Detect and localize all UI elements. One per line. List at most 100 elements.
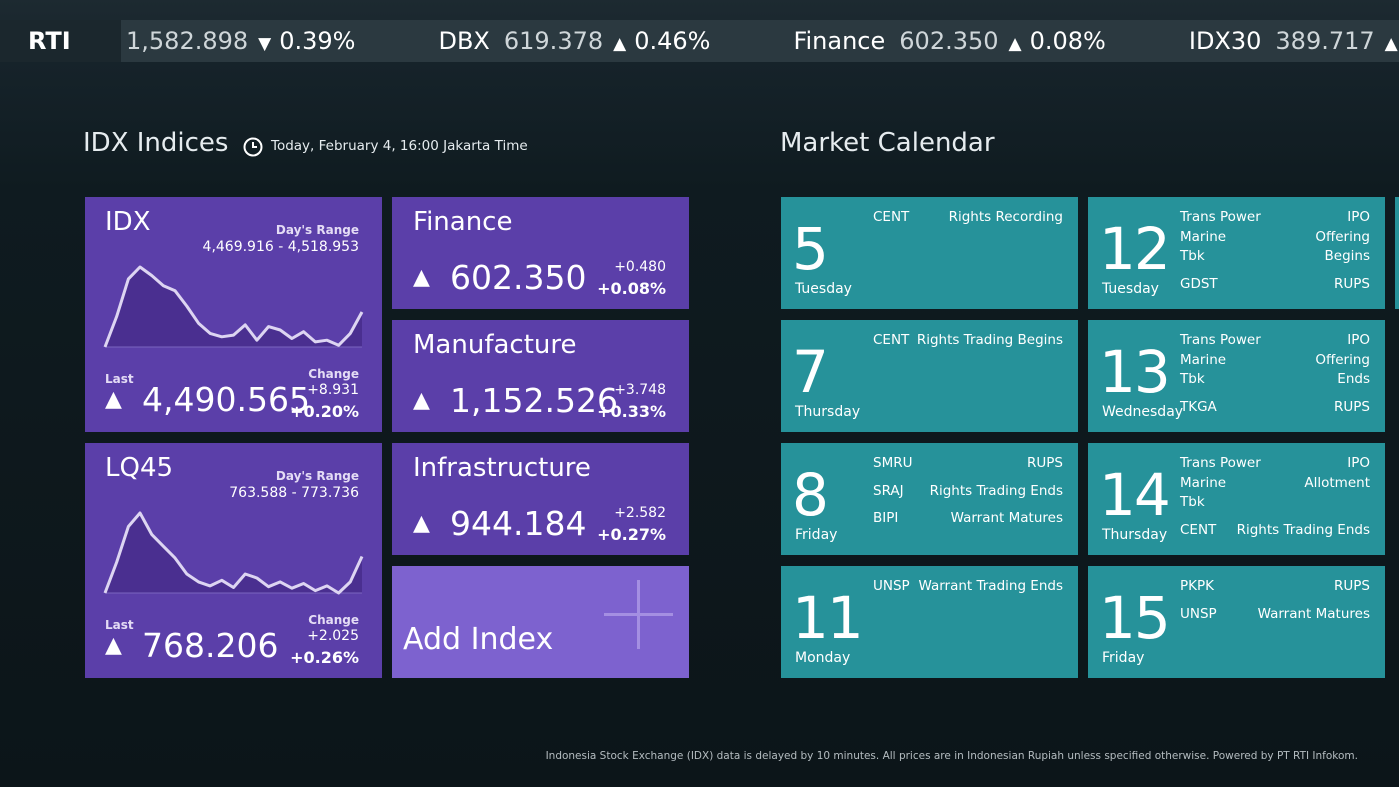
change-percent: +0.20%: [290, 402, 359, 421]
ticker-direction: ▼: [258, 34, 272, 54]
event: GDST RUPS: [1180, 275, 1370, 295]
range-label: Day's Range: [275, 469, 359, 483]
ticker-bar: RTI 1,582.898 ▼ 0.39% DBX 619.378 ▲ 0.46% Finan…: [0, 20, 1399, 62]
event-code: PKPK: [1180, 578, 1214, 594]
change-percent: +0.08%: [597, 279, 666, 298]
sparkline-area: [105, 513, 362, 593]
change-value: +0.480: [614, 259, 666, 275]
range-value: 763.588 - 773.736: [229, 485, 359, 501]
sparkline: [103, 511, 364, 595]
event-action: RUPS: [1334, 578, 1370, 594]
last-value: 768.206: [142, 626, 279, 665]
event-code: TKGA: [1180, 398, 1217, 415]
event-action: Warrant Matures: [1257, 605, 1370, 622]
weekday: Friday: [1102, 650, 1145, 666]
ticker-item[interactable]: Finance 602.350 ▲ 0.08%: [793, 20, 1105, 62]
event-code: CENT: [873, 332, 910, 348]
index-tile[interactable]: Finance ▲ 602.350 +0.480 +0.08%: [392, 197, 689, 309]
change-label: Change: [308, 613, 359, 627]
event-action: Warrant Matures: [950, 510, 1063, 526]
direction: ▲: [413, 511, 430, 536]
calendar-tile[interactable]: 13 Wednesday Trans Power Marine Tbk IPO Off…: [1088, 320, 1385, 432]
calendar-tile[interactable]: 7 Thursday CENT Rights Trading Begins: [781, 320, 1078, 432]
index-name: LQ45: [105, 453, 174, 483]
index-name: Manufacture: [413, 330, 577, 360]
ticker-item[interactable]: 1,582.898 ▼ 0.39%: [126, 20, 355, 62]
sparkline-area: [105, 267, 362, 347]
index-name: Infrastructure: [413, 453, 591, 483]
event: SRAJ Rights Trading Ends: [873, 482, 1063, 502]
last-label: Last: [105, 372, 134, 386]
ticker-name: IDX30: [1188, 27, 1262, 55]
change-value: +3.748: [614, 382, 666, 398]
index-tile[interactable]: Infrastructure ▲ 944.184 +2.582 +0.27%: [392, 443, 689, 555]
section-title: IDX Indices: [83, 128, 229, 158]
brand: RTI: [0, 20, 121, 62]
change-percent: +0.33%: [597, 402, 666, 421]
event-list: Trans Power Marine Tbk IPO Offering Begin…: [1180, 208, 1370, 294]
add-index-label: Add Index: [403, 622, 554, 657]
ticker-name: DBX: [438, 27, 490, 55]
event-code: Trans Power Marine Tbk: [1180, 455, 1261, 510]
ticker-direction: ▲: [1008, 34, 1022, 54]
event-action: IPO Allotment: [1304, 455, 1370, 491]
range-value: 4,469.916 - 4,518.953: [202, 239, 359, 255]
change-value: +2.025: [307, 628, 359, 644]
ticker-change: 0.46%: [634, 27, 711, 55]
event: UNSP Warrant Matures: [1180, 605, 1370, 625]
event-code: BIPI: [873, 510, 899, 526]
event-code: Trans Power Marine Tbk: [1180, 332, 1261, 387]
direction: ▲: [105, 387, 122, 412]
change-value: +2.582: [614, 505, 666, 521]
ticker-items: 1,582.898 ▼ 0.39% DBX 619.378 ▲ 0.46% Finance 60…: [126, 20, 1399, 62]
event-action: Rights Trading Begins: [916, 332, 1063, 348]
event: UNSP Warrant Trading Ends: [873, 577, 1063, 597]
weekday: Thursday: [795, 404, 861, 420]
weekday: Tuesday: [795, 281, 852, 297]
index-tile[interactable]: LQ45 Day's Range 763.588 - 773.736 Last ▲ 768…: [85, 443, 382, 678]
event-action: RUPS: [1334, 275, 1370, 292]
event-action: Rights Recording: [948, 209, 1063, 225]
event-action: IPO Offering Ends: [1315, 332, 1370, 387]
add-index-tile[interactable]: Add Index: [392, 566, 689, 678]
event-code: SMRU: [873, 455, 913, 471]
calendar-tile[interactable]: 12 Tuesday Trans Power Marine Tbk IPO Offer…: [1088, 197, 1385, 309]
event-code: UNSP: [1180, 605, 1217, 622]
event: Trans Power Marine Tbk IPO Allotment: [1180, 454, 1370, 513]
ticker-direction: ▲: [1384, 34, 1398, 54]
change-value: +8.931: [307, 382, 359, 398]
ticker-value: 619.378: [503, 27, 604, 55]
last-label: Last: [105, 618, 134, 632]
calendar-tile[interactable]: 8 Friday SMRU RUPS SRAJ Rights Trading Ends BI…: [781, 443, 1078, 555]
event: Trans Power Marine Tbk IPO Offering Ends: [1180, 331, 1370, 390]
ticker-change: 0.08%: [1029, 27, 1106, 55]
range-label: Day's Range: [275, 223, 359, 237]
event-list: Trans Power Marine Tbk IPO Offering Ends T…: [1180, 331, 1370, 417]
event-code: UNSP: [873, 578, 910, 594]
event: PKPK RUPS: [1180, 577, 1370, 597]
last-value: 4,490.565: [142, 380, 310, 419]
event-action: IPO Offering Begins: [1315, 209, 1370, 264]
event-action: Rights Trading Ends: [1236, 521, 1370, 538]
calendar-tile[interactable]: 15 Friday PKPK RUPS UNSP Warrant Matures: [1088, 566, 1385, 678]
event: BIPI Warrant Matures: [873, 509, 1063, 529]
calendar-tile[interactable]: 14 Thursday Trans Power Marine Tbk IPO Allo…: [1088, 443, 1385, 555]
event-list: SMRU RUPS SRAJ Rights Trading Ends BIPI Warra…: [873, 454, 1063, 529]
section-title: Market Calendar: [780, 128, 995, 158]
day-number: 14: [1099, 461, 1171, 529]
calendar-tile[interactable]: 5 Tuesday CENT Rights Recording: [781, 197, 1078, 309]
day-number: 5: [792, 215, 829, 283]
weekday: Friday: [795, 527, 838, 543]
calendar-tile[interactable]: 11 Monday UNSP Warrant Trading Ends: [781, 566, 1078, 678]
index-tile[interactable]: IDX Day's Range 4,469.916 - 4,518.953 Last ▲…: [85, 197, 382, 432]
last-value: 944.184: [450, 504, 587, 543]
change-percent: +0.27%: [597, 525, 666, 544]
next-tile-edge: [1395, 197, 1399, 309]
weekday: Wednesday: [1102, 404, 1184, 420]
direction: ▲: [105, 633, 122, 658]
event-action: RUPS: [1334, 398, 1370, 415]
day-number: 15: [1099, 584, 1171, 652]
index-tile[interactable]: Manufacture ▲ 1,152.526 +3.748 +0.33%: [392, 320, 689, 432]
ticker-item[interactable]: DBX 619.378 ▲ 0.46%: [438, 20, 710, 62]
